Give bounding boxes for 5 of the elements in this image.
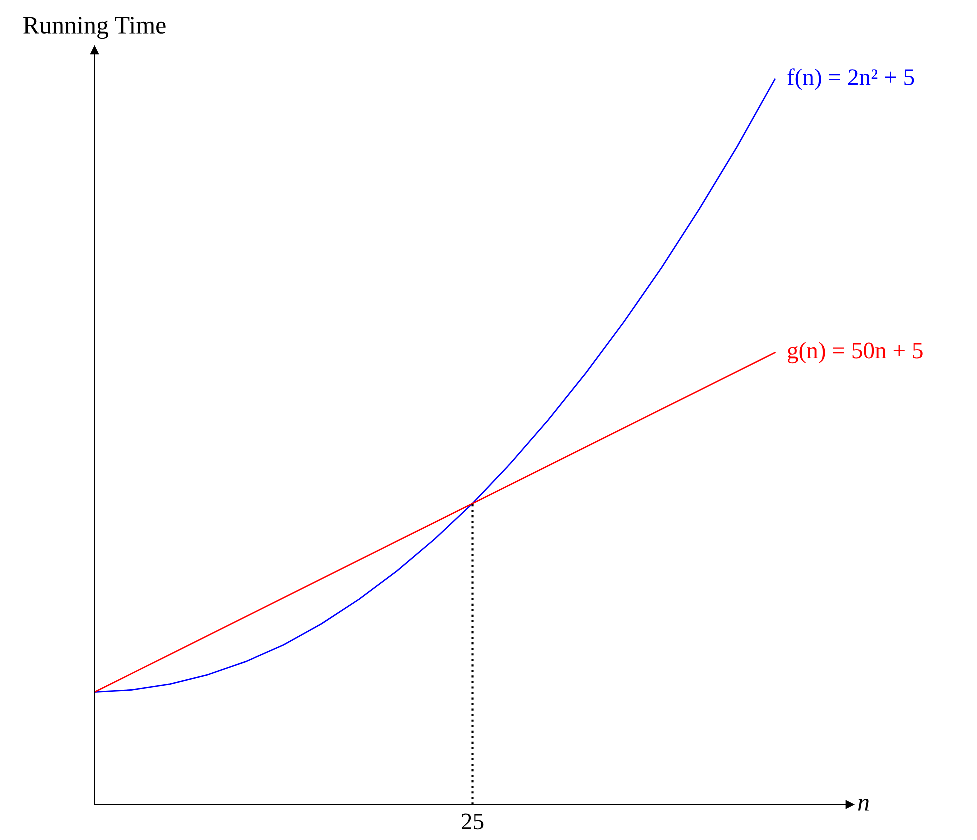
y-axis-title: Running Time <box>24 17 166 40</box>
text: 25 <box>462 814 484 830</box>
x-axis-title: n <box>858 798 870 811</box>
series-label: g(n) = 50n + 5 <box>788 342 923 364</box>
series-label: f(n) = 2n² + 5 <box>788 68 914 90</box>
